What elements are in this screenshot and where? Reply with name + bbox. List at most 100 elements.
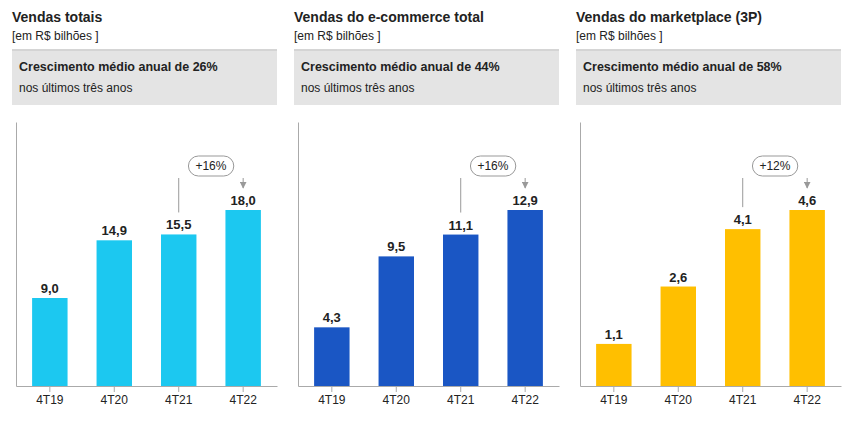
growth-oval	[752, 156, 797, 176]
x-tick-mark	[678, 386, 679, 392]
box-note: nos últimos três anos	[19, 81, 132, 95]
bar	[596, 344, 631, 386]
data-label: 15,5	[166, 217, 191, 232]
bar	[97, 240, 132, 386]
bars	[596, 210, 825, 386]
growth-arrow	[525, 178, 526, 188]
x-axis-line	[17, 386, 278, 387]
bar	[661, 287, 696, 386]
bar	[443, 235, 478, 386]
box-note: nos últimos três anos	[301, 81, 414, 95]
x-tick-label: 4T22	[793, 393, 821, 407]
bar	[789, 210, 824, 386]
data-label: 2,6	[669, 270, 687, 285]
x-tick-label: 4T21	[165, 393, 193, 407]
box-note: nos últimos três anos	[583, 81, 696, 95]
growth-oval	[470, 156, 515, 176]
x-tick: 4T21	[447, 386, 475, 407]
data-labels: 9,0 14,9 15,5 18,0	[41, 193, 256, 296]
bar	[225, 210, 260, 386]
bar	[507, 210, 542, 386]
x-tick: 4T22	[793, 386, 821, 407]
data-label: 1,1	[605, 327, 623, 342]
growth-connector	[178, 178, 179, 212]
box-note: Crescimento médio anual de 26%	[19, 60, 218, 74]
x-tick-mark	[525, 386, 526, 392]
x-axis-line	[299, 386, 560, 387]
y-axis-line	[580, 123, 581, 387]
x-tick-mark	[613, 386, 614, 392]
growth-label: +16%	[477, 159, 508, 173]
subtitle: [em R$ bilhões ]	[576, 29, 663, 43]
data-labels: 1,1 2,6 4,1 4,6	[605, 193, 816, 342]
subtitle: [em R$ bilhões ]	[12, 29, 99, 43]
x-tick-mark	[807, 386, 808, 392]
y-axis-line	[16, 123, 17, 387]
bar	[161, 234, 196, 386]
y-axis-line	[298, 123, 299, 387]
data-label: 9,5	[387, 239, 405, 254]
x-tick-mark	[243, 386, 244, 392]
growth-connector	[742, 178, 743, 207]
box-note: Crescimento médio anual de 44%	[301, 60, 500, 74]
data-label: 4,1	[734, 212, 752, 227]
data-label: 12,9	[513, 193, 538, 208]
y-axis	[580, 123, 581, 387]
x-tick: 4T19	[36, 386, 64, 407]
bars	[32, 210, 261, 386]
x-tick-mark	[742, 386, 743, 392]
bars	[314, 210, 543, 386]
data-label: 18,0	[231, 193, 256, 208]
y-axis	[16, 123, 17, 387]
title: Vendas totais	[12, 9, 102, 25]
x-tick-mark	[396, 386, 397, 392]
growth-annotation: +12%	[743, 156, 807, 207]
x-tick-mark	[331, 386, 332, 392]
x-tick-mark	[178, 386, 179, 392]
data-label: 9,0	[41, 281, 59, 296]
title: Vendas do e-commerce total	[294, 9, 484, 25]
y-axis	[298, 123, 299, 387]
x-axis: 4T19 4T20 4T21 4T22	[299, 386, 560, 407]
data-label: 4,6	[798, 193, 816, 208]
panel: Vendas do marketplace (3P) [em R$ bilhões…	[576, 9, 842, 407]
box-note: Crescimento médio anual de 58%	[583, 60, 782, 74]
growth-annotation: +16%	[461, 156, 525, 213]
x-axis: 4T19 4T20 4T21 4T22	[581, 386, 842, 407]
x-tick-label: 4T19	[600, 393, 628, 407]
note-box	[576, 51, 841, 105]
growth-connector	[460, 178, 461, 213]
x-tick-label: 4T20	[101, 393, 129, 407]
growth-oval	[188, 156, 233, 176]
growth-label: +12%	[759, 159, 790, 173]
title: Vendas do marketplace (3P)	[576, 9, 762, 25]
panel: Vendas totais [em R$ bilhões ] Crescimento…	[12, 9, 278, 407]
data-labels: 4,39,511,112,9	[323, 193, 538, 325]
x-tick-label: 4T21	[447, 393, 475, 407]
growth-label: +16%	[195, 159, 226, 173]
x-tick: 4T19	[600, 386, 628, 407]
x-tick: 4T22	[511, 386, 539, 407]
x-tick-label: 4T19	[36, 393, 64, 407]
data-label: 4,3	[323, 310, 341, 325]
data-label: 14,9	[102, 223, 127, 238]
panel: Vendas do e-commerce total [em R$ bilhões…	[294, 9, 560, 407]
x-axis-line	[581, 386, 842, 387]
x-tick-label: 4T20	[383, 393, 411, 407]
x-tick: 4T19	[318, 386, 346, 407]
x-tick: 4T20	[665, 386, 693, 407]
x-tick: 4T21	[165, 386, 193, 407]
x-tick: 4T21	[729, 386, 757, 407]
x-tick-label: 4T19	[318, 393, 346, 407]
figure: Vendas totais [em R$ bilhões ] Crescimento…	[0, 0, 849, 421]
x-axis: 4T19 4T20 4T21 4T22	[17, 386, 278, 407]
x-tick: 4T22	[229, 386, 257, 407]
x-tick-label: 4T20	[665, 393, 693, 407]
x-tick-mark	[49, 386, 50, 392]
x-tick-label: 4T21	[729, 393, 757, 407]
subtitle: [em R$ bilhões ]	[294, 29, 381, 43]
x-tick-mark	[460, 386, 461, 392]
bar	[379, 256, 414, 386]
divider	[294, 50, 559, 51]
growth-annotation: +16%	[179, 156, 243, 212]
